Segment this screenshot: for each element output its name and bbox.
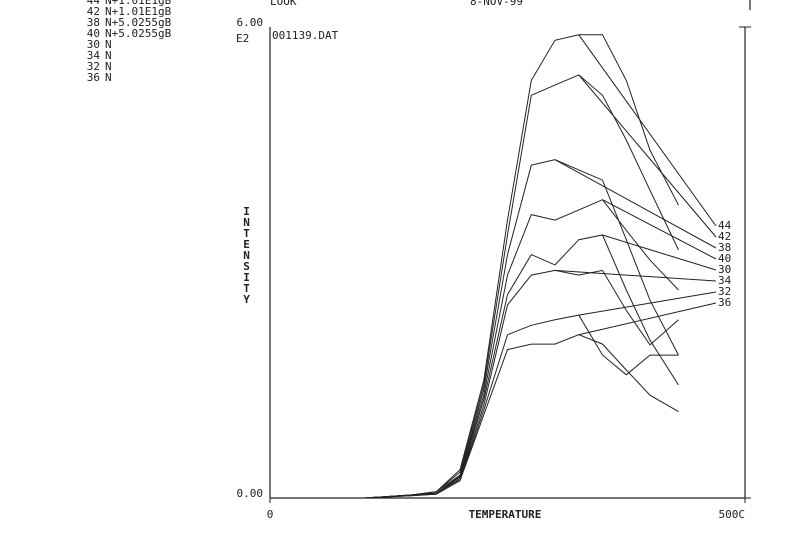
header-text: 8-NOV-99 xyxy=(470,0,523,8)
curve-label: 30 xyxy=(718,263,731,276)
glow-curve xyxy=(270,314,679,499)
legend-dose: N+5.0255gB xyxy=(105,27,172,40)
leader-line xyxy=(602,199,717,260)
leader-line xyxy=(602,234,717,271)
legend-name: 40 xyxy=(87,27,100,40)
curve-label: 40 xyxy=(718,252,731,265)
glow-curve xyxy=(270,334,679,499)
curve-label: 36 xyxy=(718,296,731,309)
legend-name: 34 xyxy=(87,49,101,62)
curve-label: 34 xyxy=(718,274,732,287)
leader-line xyxy=(578,34,717,227)
leader-line xyxy=(578,302,717,336)
y-axis-label: INTENSITY xyxy=(240,205,253,304)
legend-dose: N+1.01E1gB xyxy=(105,0,172,7)
curve-label: 32 xyxy=(718,285,731,298)
y-unit: E2 xyxy=(236,32,249,45)
y-tick-label: 6.00 xyxy=(237,16,264,29)
legend-name: 44 xyxy=(87,0,101,7)
legend-dose: N xyxy=(105,49,112,62)
curve-label: 44 xyxy=(718,219,732,232)
y-tick-label: 0.00 xyxy=(237,487,264,500)
leader-line xyxy=(554,269,717,282)
legend-dose: N xyxy=(105,38,112,51)
x-tick-label: 0 xyxy=(267,508,274,521)
legend-dose: N+5.0255gB xyxy=(105,16,172,29)
file-name: 001139.DAT xyxy=(272,29,339,42)
leader-line xyxy=(578,74,717,238)
leader-line xyxy=(578,291,717,316)
curve-label: 42 xyxy=(718,230,731,243)
curve-label: 38 xyxy=(718,241,731,254)
x-tick-label: 500C xyxy=(719,508,746,521)
legend-name: 36 xyxy=(87,71,100,84)
legend-name: 30 xyxy=(87,38,100,51)
legend-dose: N+1.01E1gB xyxy=(105,5,172,18)
legend-name: 42 xyxy=(87,5,100,18)
legend-name: 38 xyxy=(87,16,100,29)
x-axis-label: TEMPERATURE xyxy=(469,508,542,521)
legend-name: 32 xyxy=(87,60,100,73)
legend-dose: N xyxy=(105,71,112,84)
glow-curve xyxy=(270,199,679,499)
header-text: LOOK xyxy=(270,0,297,8)
glow-curve xyxy=(270,269,679,499)
glow-curve xyxy=(270,159,679,499)
legend-dose: N xyxy=(105,60,112,73)
leader-line xyxy=(554,159,717,249)
